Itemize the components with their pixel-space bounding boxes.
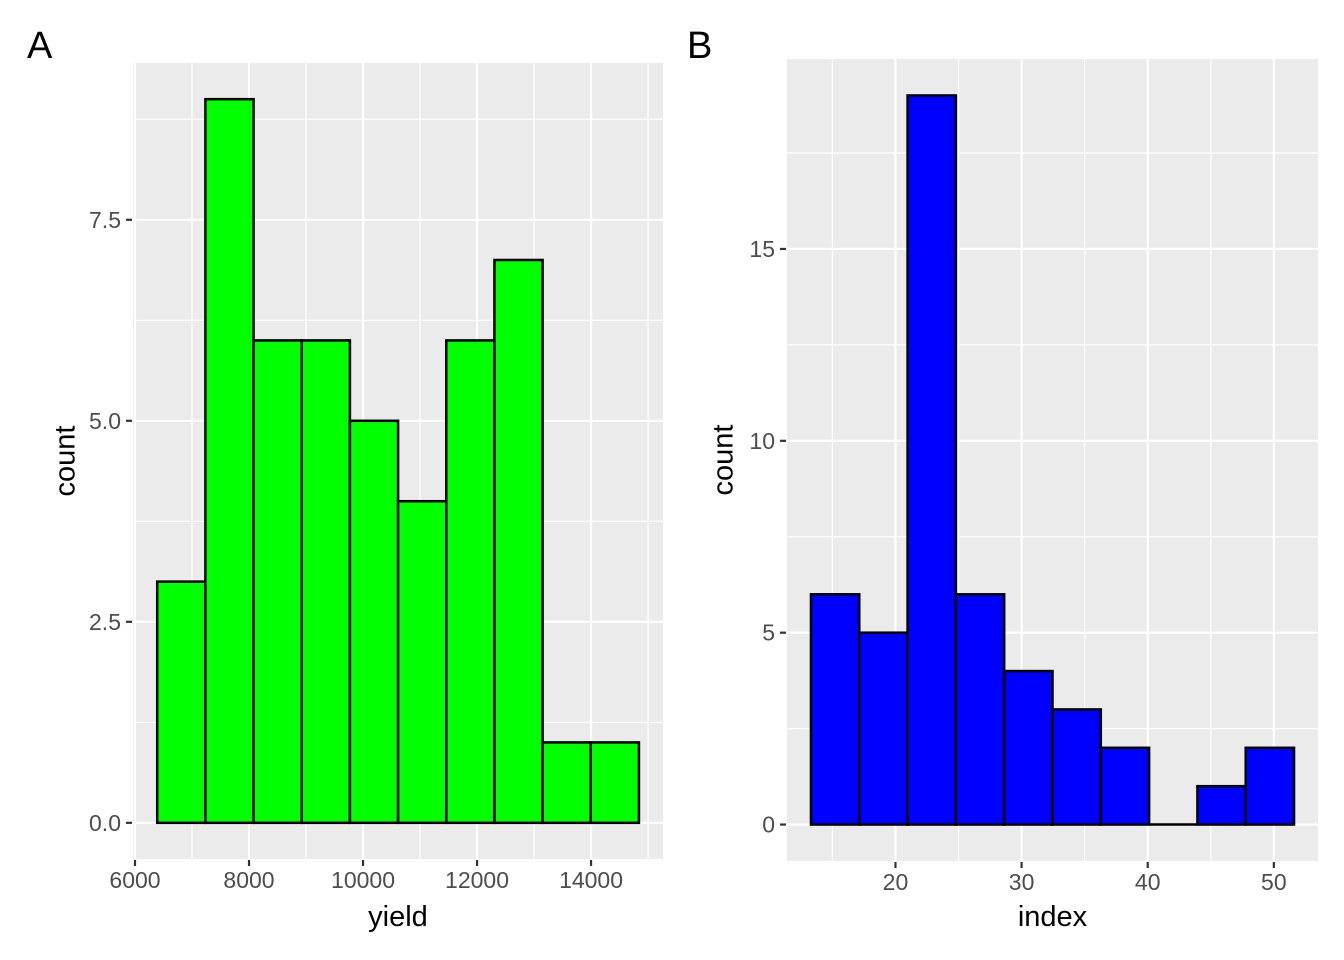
histogram-bar: [204, 97, 255, 825]
histogram-bar: [252, 339, 303, 825]
panel-b-plot: 20 30 40 50 0 5 10 15: [749, 59, 1318, 895]
histogram-bar: [1002, 669, 1054, 826]
panel-b-tag: B: [687, 25, 713, 67]
panel-b-y-axis-title: count: [707, 424, 740, 496]
histogram-bar: [300, 339, 352, 825]
histogram-bar: [541, 741, 593, 825]
histogram-bar: [954, 593, 1006, 826]
x-tick-label: 50: [1261, 869, 1287, 895]
x-tick-label: 14000: [559, 867, 623, 893]
histogram-bar: [348, 419, 400, 825]
histogram-bar: [1099, 746, 1151, 826]
panel-a-x-axis-title: yield: [368, 901, 428, 933]
panel-a-tag: A: [27, 25, 53, 67]
x-tick-label: 8000: [223, 867, 274, 893]
x-tick-label: 40: [1135, 869, 1161, 895]
histogram-bar: [1244, 746, 1296, 826]
panel-b-x-axis-title: index: [1017, 901, 1088, 933]
y-tick-label: 5: [762, 620, 775, 646]
histogram-bar: [493, 258, 544, 825]
y-tick-label: 0: [762, 812, 775, 838]
histogram-bar: [858, 631, 909, 826]
histogram-bar: [1196, 784, 1247, 826]
x-tick-label: 30: [1009, 869, 1035, 895]
y-tick-label: 15: [749, 236, 775, 262]
histogram-bar: [906, 94, 958, 826]
y-tick-label: 5.0: [89, 408, 121, 434]
x-tick-label: 12000: [445, 867, 509, 893]
y-tick-label: 2.5: [89, 609, 121, 635]
y-tick-label: 0.0: [89, 810, 121, 836]
y-tick-label: 7.5: [89, 207, 121, 233]
histogram-bar: [1051, 708, 1103, 826]
x-tick-label: 6000: [109, 867, 160, 893]
y-tick-label: 10: [749, 428, 775, 454]
panel-a-plot: 6000 8000 10000 12000 14000 0.0 2.5 5.0 7.5: [89, 63, 663, 893]
histogram-bar: [396, 499, 448, 825]
histogram-bar: [445, 339, 496, 825]
histogram-bar: [809, 593, 861, 826]
x-tick-label: 10000: [331, 867, 395, 893]
panel-a-y-axis-title: count: [49, 425, 82, 497]
x-tick-label: 20: [883, 869, 909, 895]
histogram-bar: [155, 580, 207, 825]
histogram-bar: [589, 741, 641, 825]
